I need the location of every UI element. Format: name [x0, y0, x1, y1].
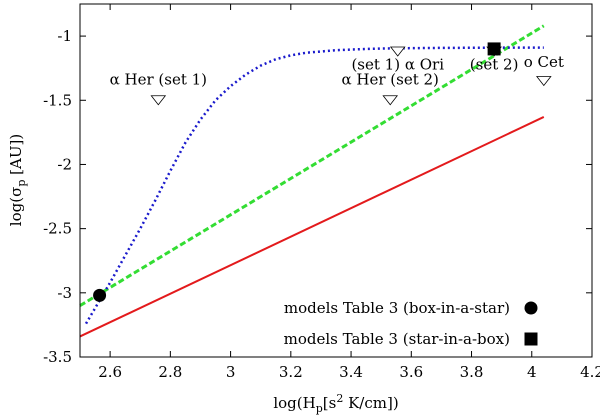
y-tick-label: -2.5	[43, 220, 72, 238]
triangle-marker	[382, 95, 399, 106]
annotation-label: o Cet	[524, 53, 564, 71]
x-tick-label: 3.2	[279, 363, 303, 381]
y-tick-label: -3	[57, 284, 72, 302]
annotation-label: (set 1) α Ori	[351, 55, 444, 73]
y-tick-label: -3.5	[43, 348, 72, 366]
x-tick-label: 4.2	[580, 363, 600, 381]
x-axis-title: log(Hp[s2 K/cm])	[273, 392, 398, 415]
y-tick-label: -1.5	[43, 91, 72, 109]
triangle-marker	[535, 76, 552, 87]
annotations: α Her (set 1) α Her (set 2)(set 1) α Ori (…	[110, 46, 564, 106]
legend-circle-marker	[524, 301, 538, 315]
star-in-a-box-point	[487, 42, 501, 56]
legend-label: models Table 3 (box-in-a-star)	[284, 299, 510, 317]
annotation-label: α Her (set 1)	[110, 70, 207, 88]
annotation-label: α Her (set 2)	[342, 70, 439, 88]
green-dashed-line-series	[79, 24, 545, 307]
triangle-marker	[389, 46, 406, 57]
annotation-label: (set 2)	[470, 55, 519, 73]
red-line-series	[79, 116, 545, 338]
y-axis-title: log(σp [AU])	[7, 134, 28, 226]
y-tick-label: -2	[57, 155, 72, 173]
x-tick-label: 2.6	[98, 363, 122, 381]
legend-label: models Table 3 (star-in-a-box)	[284, 330, 510, 348]
plot-frame	[79, 3, 593, 358]
triangle-marker	[150, 95, 167, 106]
x-tick-label: 3.8	[460, 363, 484, 381]
x-tick-label: 4	[527, 363, 537, 381]
series-layer	[79, 24, 545, 338]
x-tick-label: 3	[226, 363, 236, 381]
ticks: 2.6 2.8 3 3.2 3.4 3.6 3.8 4 4.2 -3.5 -3 -2.5 -2 -1.5 -…	[43, 4, 600, 381]
y-tick-label: -1	[57, 27, 72, 45]
data-points	[93, 42, 501, 302]
blue-dotted-curve-series	[84, 46, 544, 325]
x-tick-label: 2.8	[158, 363, 182, 381]
x-tick-label: 3.6	[399, 363, 423, 381]
legend-square-marker	[524, 332, 538, 346]
legend: models Table 3 (box-in-a-star) models Tab…	[284, 299, 538, 348]
box-in-a-star-point	[93, 288, 107, 302]
x-tick-label: 3.4	[339, 363, 363, 381]
